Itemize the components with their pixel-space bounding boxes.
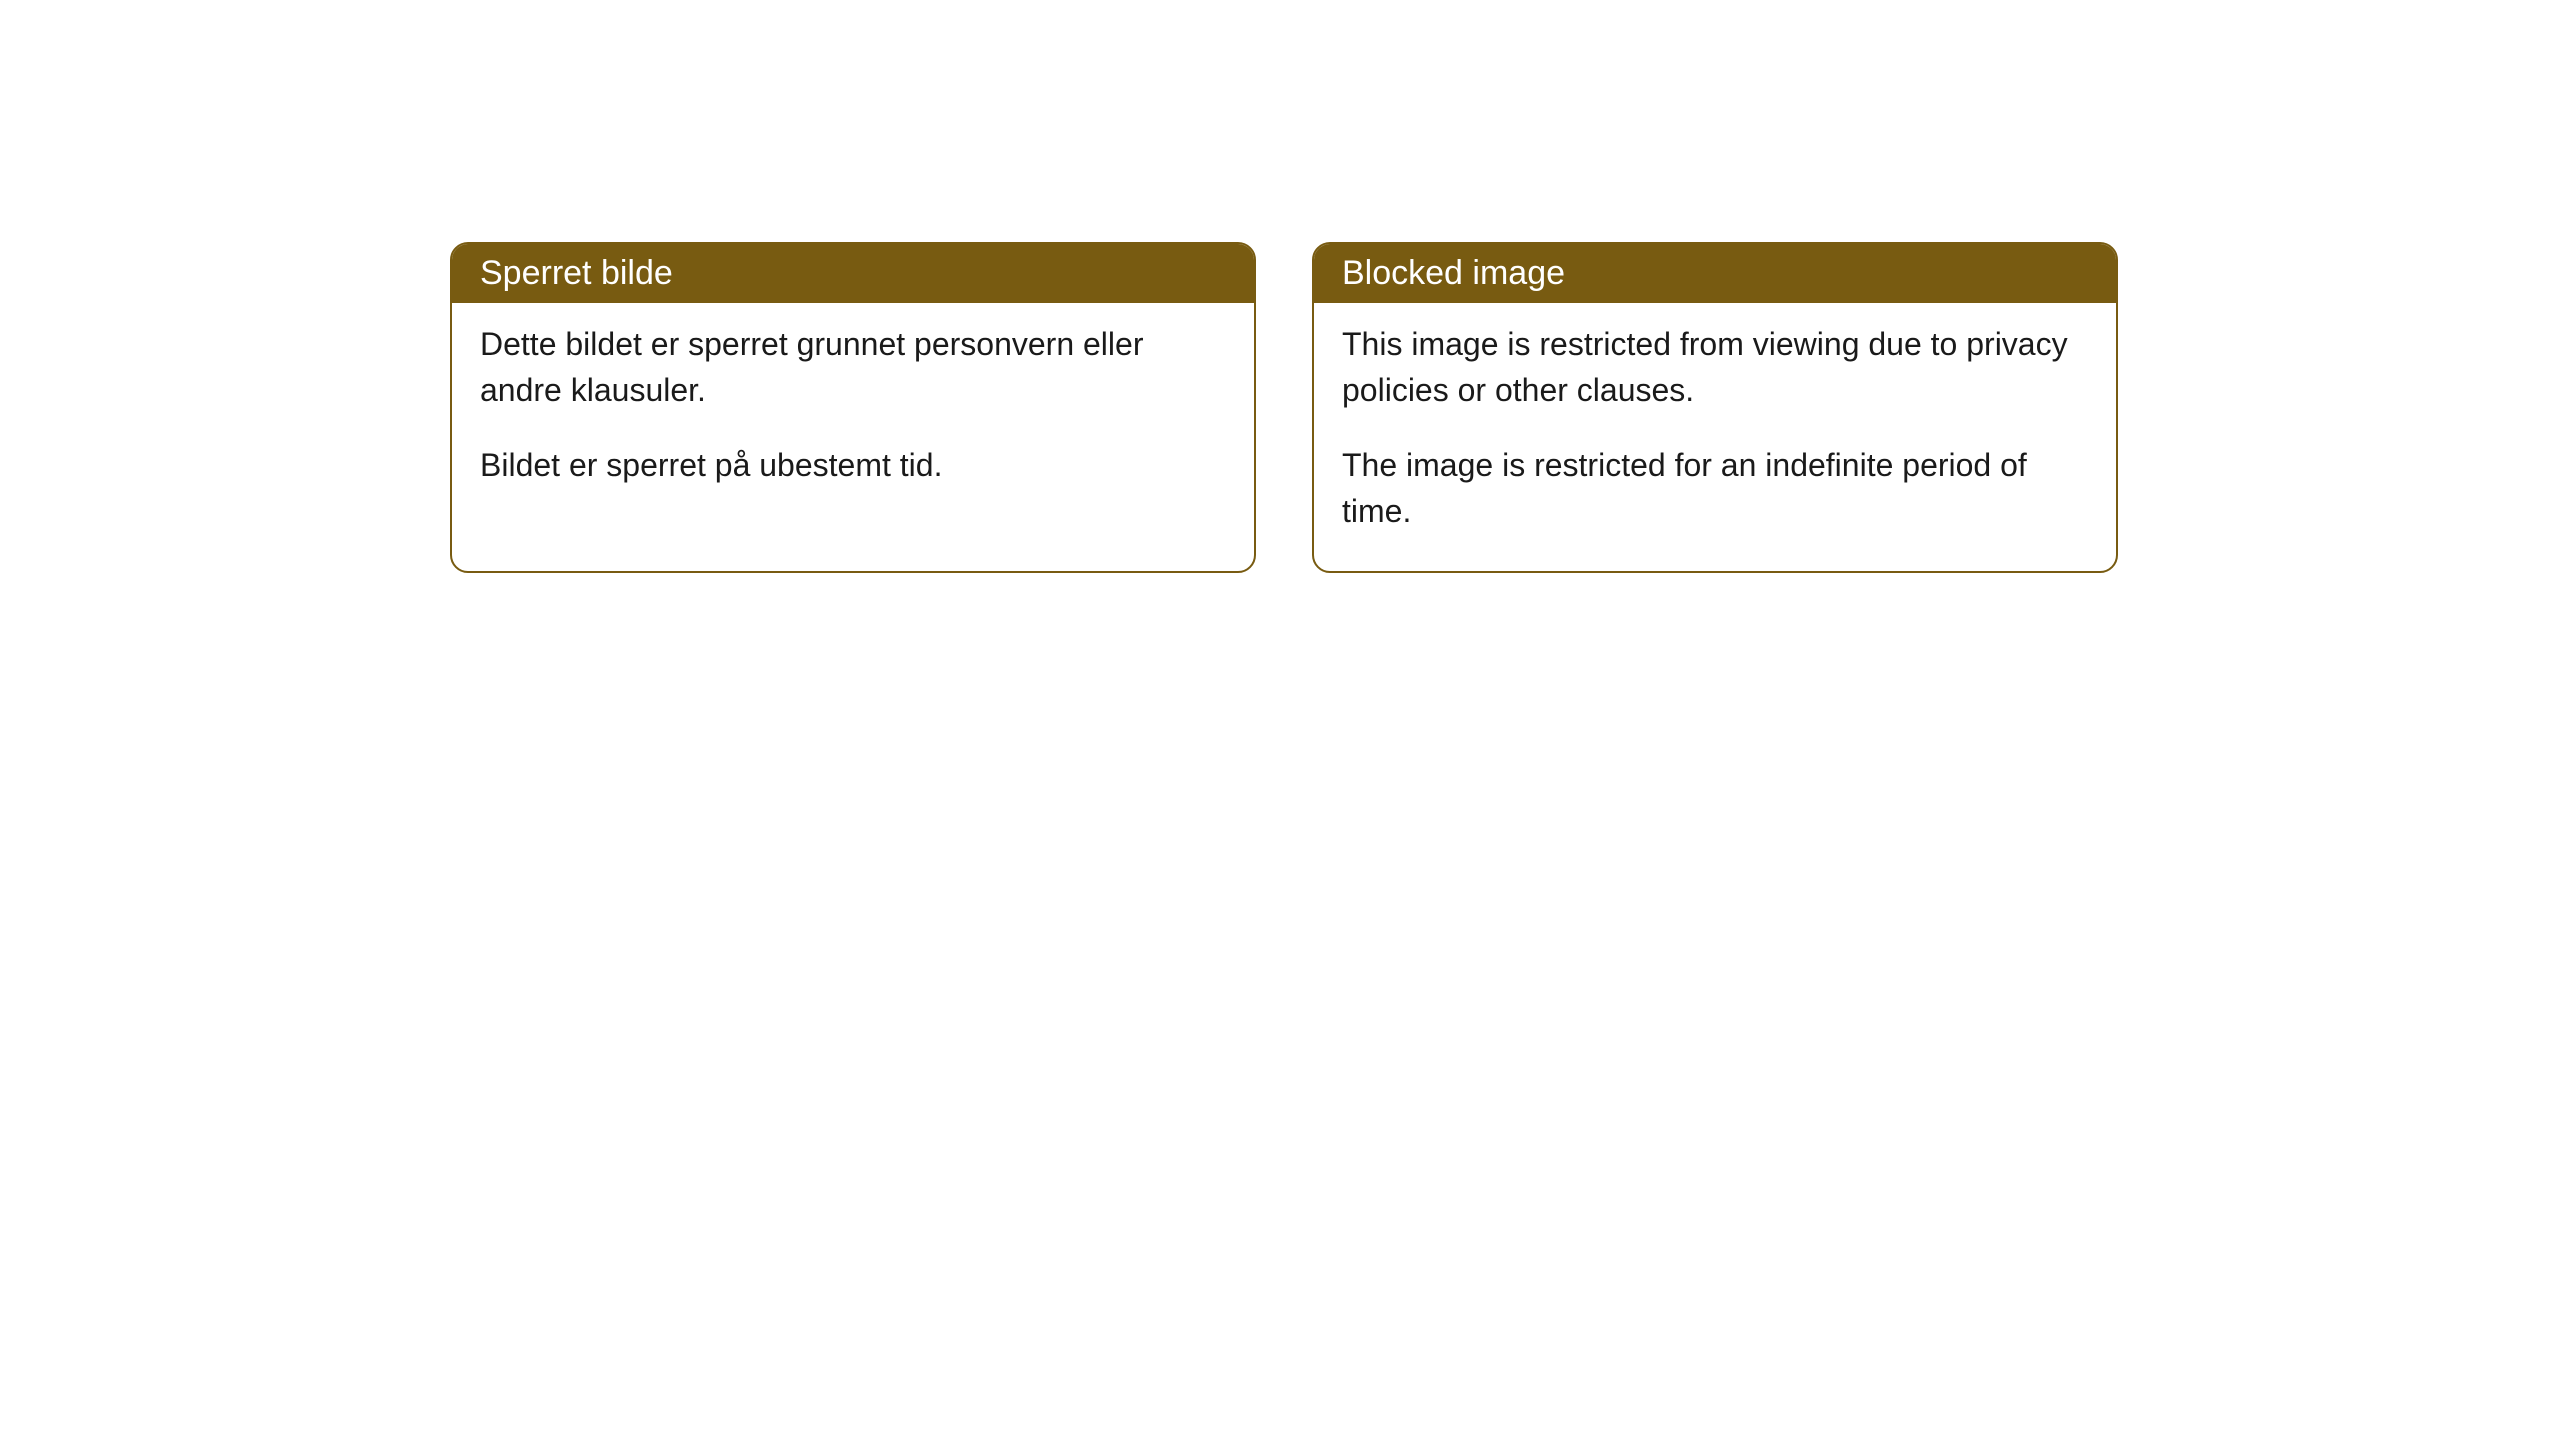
card-header: Blocked image [1314,244,2116,303]
card-title: Sperret bilde [480,254,673,292]
notice-card-norwegian: Sperret bilde Dette bildet er sperret gr… [450,242,1256,573]
notice-card-english: Blocked image This image is restricted f… [1312,242,2118,573]
card-body: Dette bildet er sperret grunnet personve… [452,303,1254,524]
card-title: Blocked image [1342,254,1565,292]
notice-cards-container: Sperret bilde Dette bildet er sperret gr… [450,242,2118,573]
card-body: This image is restricted from viewing du… [1314,303,2116,571]
card-header: Sperret bilde [452,244,1254,303]
card-paragraph: Bildet er sperret på ubestemt tid. [480,442,1226,488]
card-paragraph: This image is restricted from viewing du… [1342,321,2088,414]
card-paragraph: Dette bildet er sperret grunnet personve… [480,321,1226,414]
card-paragraph: The image is restricted for an indefinit… [1342,442,2088,535]
